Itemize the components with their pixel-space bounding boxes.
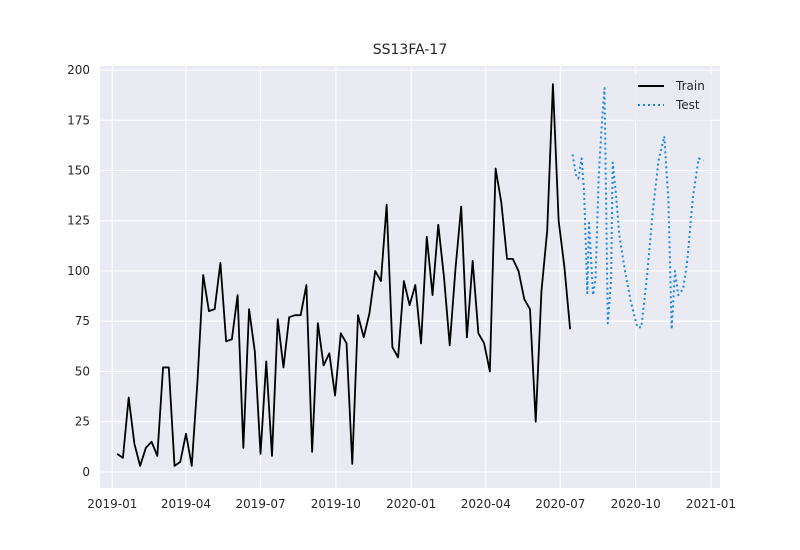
x-tick-label: 2020-10: [611, 497, 661, 511]
legend-label-test: Test: [675, 98, 700, 112]
y-tick-label: 150: [67, 163, 90, 177]
y-tick-label: 75: [75, 314, 90, 328]
y-tick-label: 50: [75, 364, 90, 378]
x-tick-label: 2019-10: [311, 497, 361, 511]
chart-title: SS13FA-17: [373, 42, 448, 58]
x-axis-ticks: 2019-01 2019-04 2019-07 2019-10 2020-01 2020-…: [87, 497, 736, 511]
series-line-train: [116, 83, 572, 467]
x-tick-label: 2019-07: [235, 497, 285, 511]
x-tick-label: 2021-01: [686, 497, 736, 511]
legend-label-train: Train: [675, 79, 705, 93]
x-tick-label: 2019-01: [87, 497, 137, 511]
y-tick-label: 25: [75, 415, 90, 429]
y-tick-label: 175: [67, 113, 90, 127]
x-tick-label: 2020-01: [386, 497, 436, 511]
series-layer: [116, 83, 704, 467]
y-tick-label: 0: [82, 465, 90, 479]
y-tick-label: 125: [67, 214, 90, 228]
y-tick-label: 200: [67, 63, 90, 77]
grid-lines: [100, 66, 720, 488]
plot-background: [100, 66, 720, 488]
legend: Train Test: [629, 73, 713, 121]
x-tick-label: 2020-07: [535, 497, 585, 511]
y-tick-label: 100: [67, 264, 90, 278]
x-tick-label: 2019-04: [161, 497, 211, 511]
x-tick-label: 2020-04: [461, 497, 511, 511]
y-axis-ticks: 0 25 50 75 100 125 150 175 200: [67, 63, 90, 479]
